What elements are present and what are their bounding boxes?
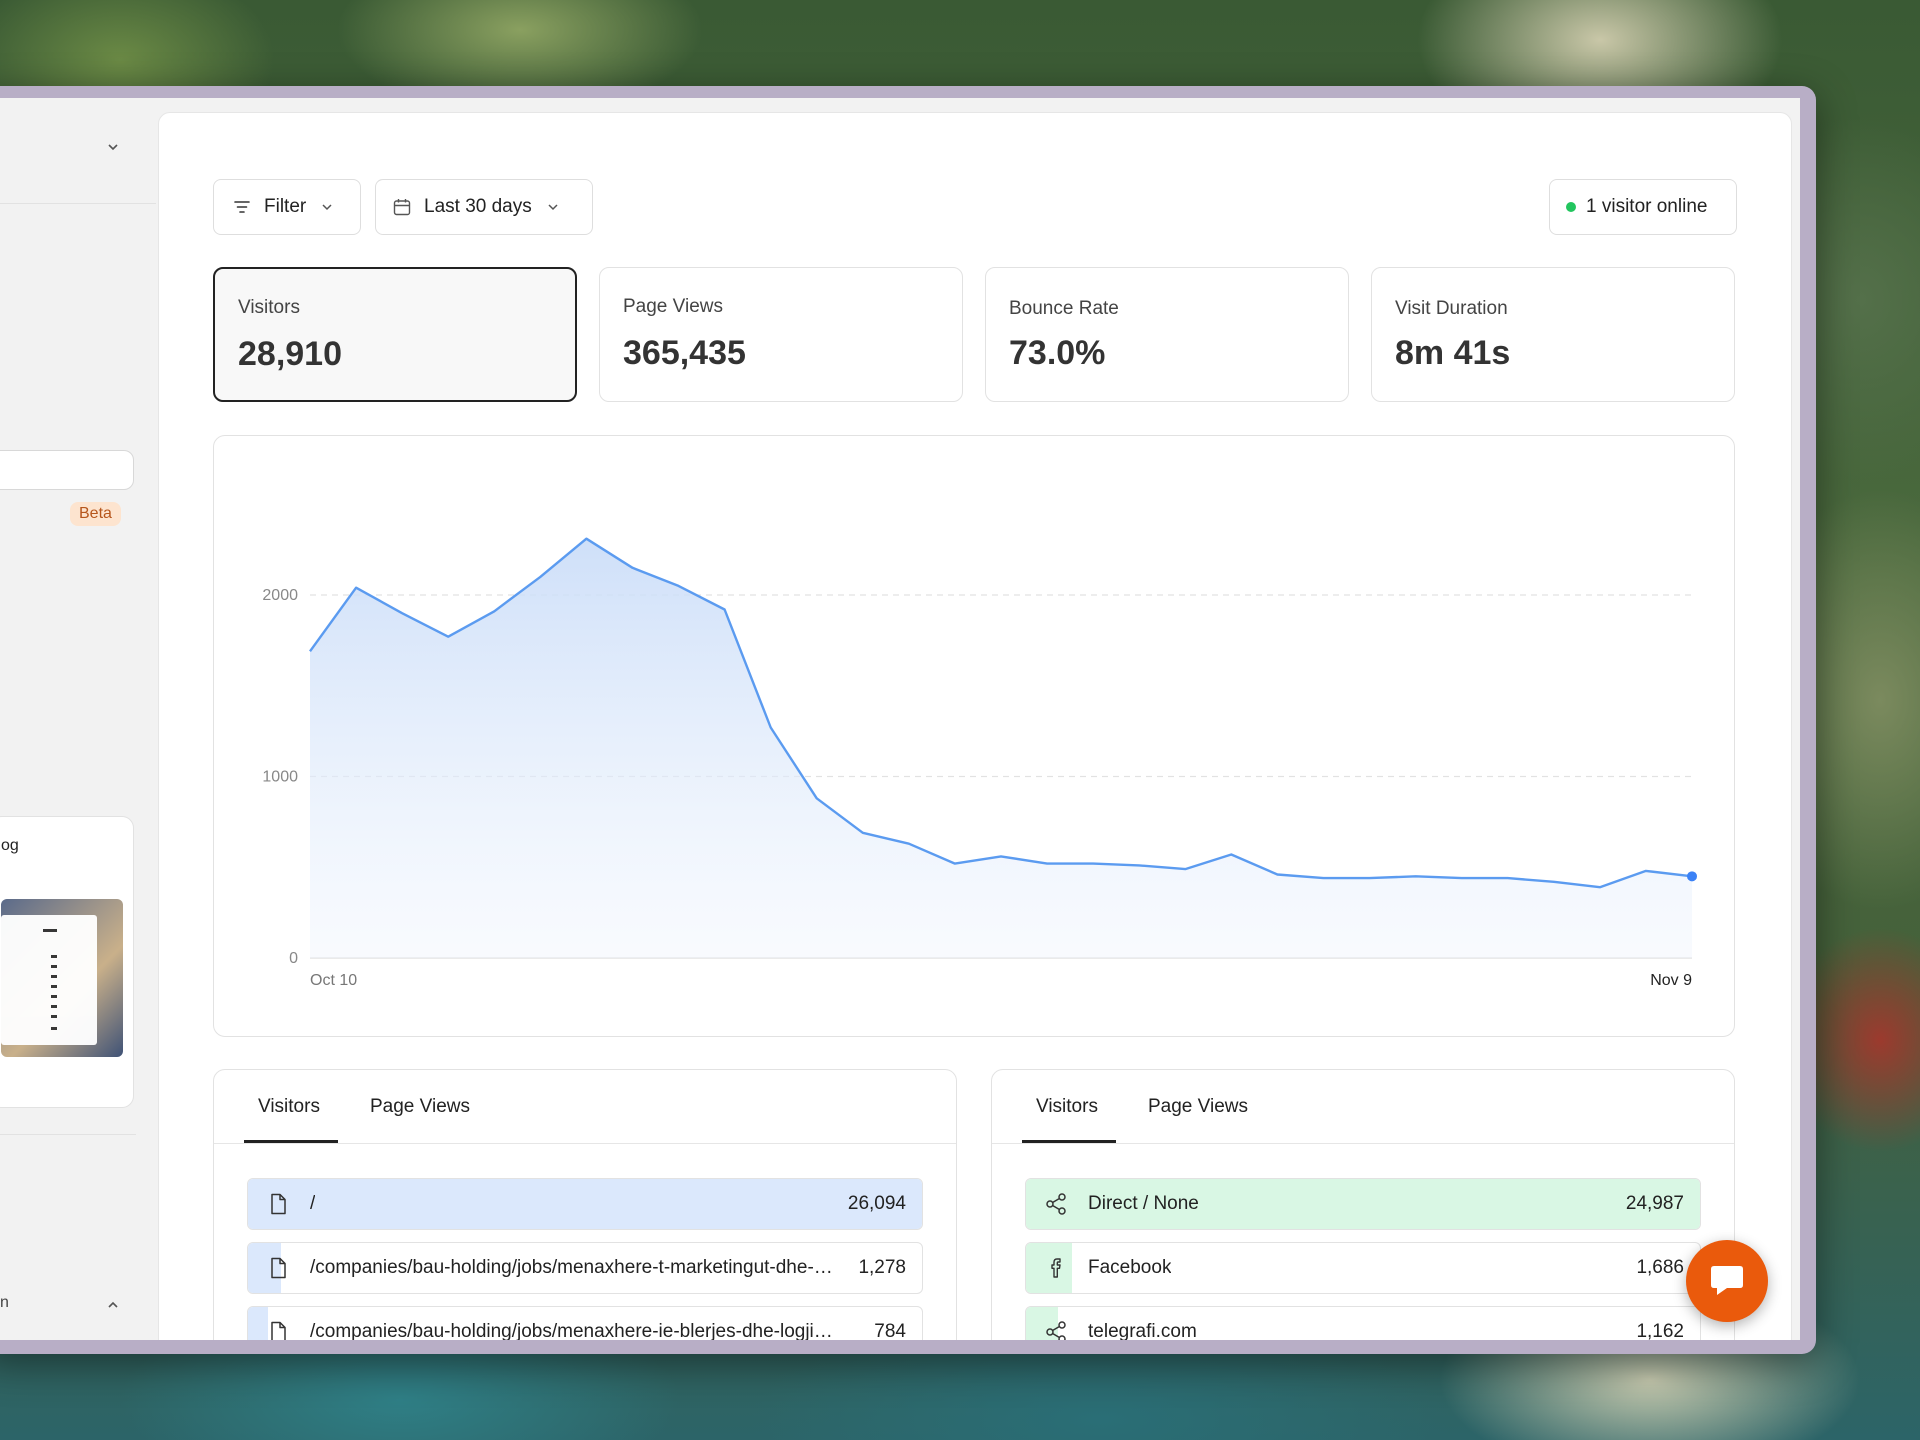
row-bar [1026,1179,1700,1229]
y-tick-label: 2000 [262,587,298,604]
row-value: 24,987 [1625,1193,1684,1214]
share-icon [1046,1321,1066,1340]
file-icon [271,1321,286,1340]
stat-value: 73.0% [1009,334,1106,372]
beta-badge: Beta [70,502,121,526]
list-item[interactable]: / 26,094 [247,1178,923,1230]
active-tab-indicator [244,1140,338,1143]
row-label: /companies/bau-holding/jobs/menaxhere-t-… [310,1257,834,1278]
x-axis-end-label: Nov 9 [1650,972,1692,989]
top-sources-tabs: Visitors Page Views [992,1070,1734,1144]
promo-card-thumbnail [1,899,123,1057]
tab-page-views[interactable]: Page Views [370,1096,470,1117]
list-item[interactable]: /companies/bau-holding/jobs/menaxhere-ie… [247,1306,923,1340]
promo-card-label: og [1,837,19,854]
row-value: 26,094 [847,1193,906,1214]
y-tick-label: 0 [289,950,298,967]
row-bar [248,1179,922,1229]
list-item[interactable]: Direct / None 24,987 [1025,1178,1701,1230]
filter-button-label: Filter [264,196,307,217]
chart-area-fill [310,538,1692,958]
row-value: 784 [874,1321,906,1340]
stat-value: 8m 41s [1395,334,1511,372]
chevron-down-icon[interactable] [106,140,120,154]
calendar-icon [393,199,411,216]
chevron-down-icon [322,204,332,211]
sidebar-bottom-label: n [0,1294,9,1311]
chat-icon [1711,1266,1743,1295]
sidebar-divider [0,1134,136,1135]
row-value: 1,278 [858,1257,906,1278]
top-pages-tabs: Visitors Page Views [214,1070,956,1144]
x-axis-start-label: Oct 10 [310,972,357,989]
date-range-dropdown[interactable]: Last 30 days [375,179,593,235]
active-tab-indicator [1022,1140,1116,1143]
stat-card-visitors[interactable]: Visitors 28,910 [213,267,577,402]
visitors-online-indicator[interactable]: 1 visitor online [1549,179,1737,235]
row-label: Facebook [1088,1257,1172,1278]
row-label: / [310,1193,316,1214]
list-item[interactable]: Facebook 1,686 [1025,1242,1701,1294]
tab-visitors[interactable]: Visitors [258,1096,320,1117]
file-icon [271,1257,286,1279]
stat-label: Bounce Rate [1009,298,1119,319]
filter-button[interactable]: Filter [213,179,361,235]
chevron-up-icon[interactable] [106,1298,120,1312]
online-status-dot [1566,202,1576,212]
row-bar [248,1307,268,1340]
row-value: 1,686 [1636,1257,1684,1278]
app-content: Beta og n [0,98,1800,1340]
visitors-online-label: 1 visitor online [1586,196,1708,217]
list-item[interactable]: /companies/bau-holding/jobs/menaxhere-t-… [247,1242,923,1294]
tab-visitors[interactable]: Visitors [1036,1096,1098,1117]
row-value: 1,162 [1636,1321,1684,1340]
row-bar [248,1243,281,1293]
visitors-chart-card: 0 1000 2000 Oct 10 Nov 9 [213,435,1735,1037]
row-label: Direct / None [1088,1193,1199,1214]
row-bar [1026,1243,1072,1293]
stat-label: Page Views [623,296,723,317]
stat-label: Visitors [238,297,300,318]
facebook-icon [1051,1258,1061,1278]
row-label: telegrafi.com [1088,1321,1197,1340]
date-range-label: Last 30 days [424,196,532,217]
tab-page-views[interactable]: Page Views [1148,1096,1248,1117]
share-icon [1046,1193,1066,1215]
row-label: /companies/bau-holding/jobs/menaxhere-ie… [310,1321,834,1340]
chart-series-line [309,537,1693,889]
analytics-panel: Filter Last 30 days 1 visitor online Vis… [158,112,1792,1340]
stat-card-visit-duration[interactable]: Visit Duration 8m 41s [1371,267,1735,402]
sidebar-search-input[interactable] [0,450,134,490]
stat-value: 28,910 [238,335,342,373]
top-sources-panel: Visitors Page Views Direct / None 24,987 [991,1069,1735,1340]
top-pages-panel: Visitors Page Views / 26,094 /companies/… [213,1069,957,1340]
sidebar-promo-card[interactable]: og [0,816,134,1108]
stat-card-bounce-rate[interactable]: Bounce Rate 73.0% [985,267,1349,402]
chevron-down-icon [548,204,558,211]
file-icon [271,1193,286,1215]
filter-icon [234,201,250,213]
stat-value: 365,435 [623,334,746,372]
stat-card-page-views[interactable]: Page Views 365,435 [599,267,963,402]
stat-label: Visit Duration [1395,298,1508,319]
y-tick-label: 1000 [262,769,298,786]
list-item[interactable]: telegrafi.com 1,162 [1025,1306,1701,1340]
chart-data-point [1687,871,1697,882]
sidebar-divider [0,203,156,204]
sidebar: Beta og n [0,98,156,1340]
visitors-chart[interactable]: 0 1000 2000 Oct 10 Nov 9 [214,436,1736,1038]
chat-launcher-button[interactable] [1686,1240,1768,1322]
